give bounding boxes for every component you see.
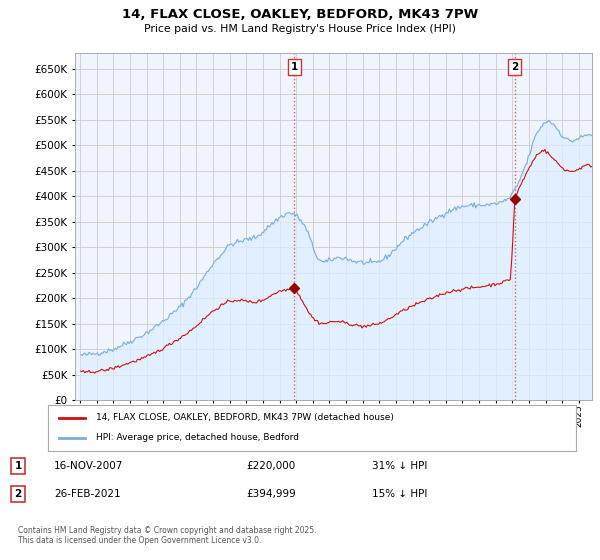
Text: 1: 1 [290, 62, 298, 72]
Text: Price paid vs. HM Land Registry's House Price Index (HPI): Price paid vs. HM Land Registry's House … [144, 24, 456, 34]
Text: 14, FLAX CLOSE, OAKLEY, BEDFORD, MK43 7PW: 14, FLAX CLOSE, OAKLEY, BEDFORD, MK43 7P… [122, 8, 478, 21]
Text: 16-NOV-2007: 16-NOV-2007 [54, 461, 124, 472]
Text: 1: 1 [14, 461, 22, 472]
Text: 2: 2 [511, 62, 518, 72]
Text: 31% ↓ HPI: 31% ↓ HPI [372, 461, 427, 472]
Text: £220,000: £220,000 [246, 461, 295, 472]
Text: 14, FLAX CLOSE, OAKLEY, BEDFORD, MK43 7PW (detached house): 14, FLAX CLOSE, OAKLEY, BEDFORD, MK43 7P… [95, 413, 394, 422]
Text: 15% ↓ HPI: 15% ↓ HPI [372, 489, 427, 500]
Text: 2: 2 [14, 489, 22, 500]
Text: £394,999: £394,999 [246, 489, 296, 500]
Text: 26-FEB-2021: 26-FEB-2021 [54, 489, 121, 500]
Text: Contains HM Land Registry data © Crown copyright and database right 2025.
This d: Contains HM Land Registry data © Crown c… [18, 526, 317, 545]
Text: HPI: Average price, detached house, Bedford: HPI: Average price, detached house, Bedf… [95, 433, 299, 442]
